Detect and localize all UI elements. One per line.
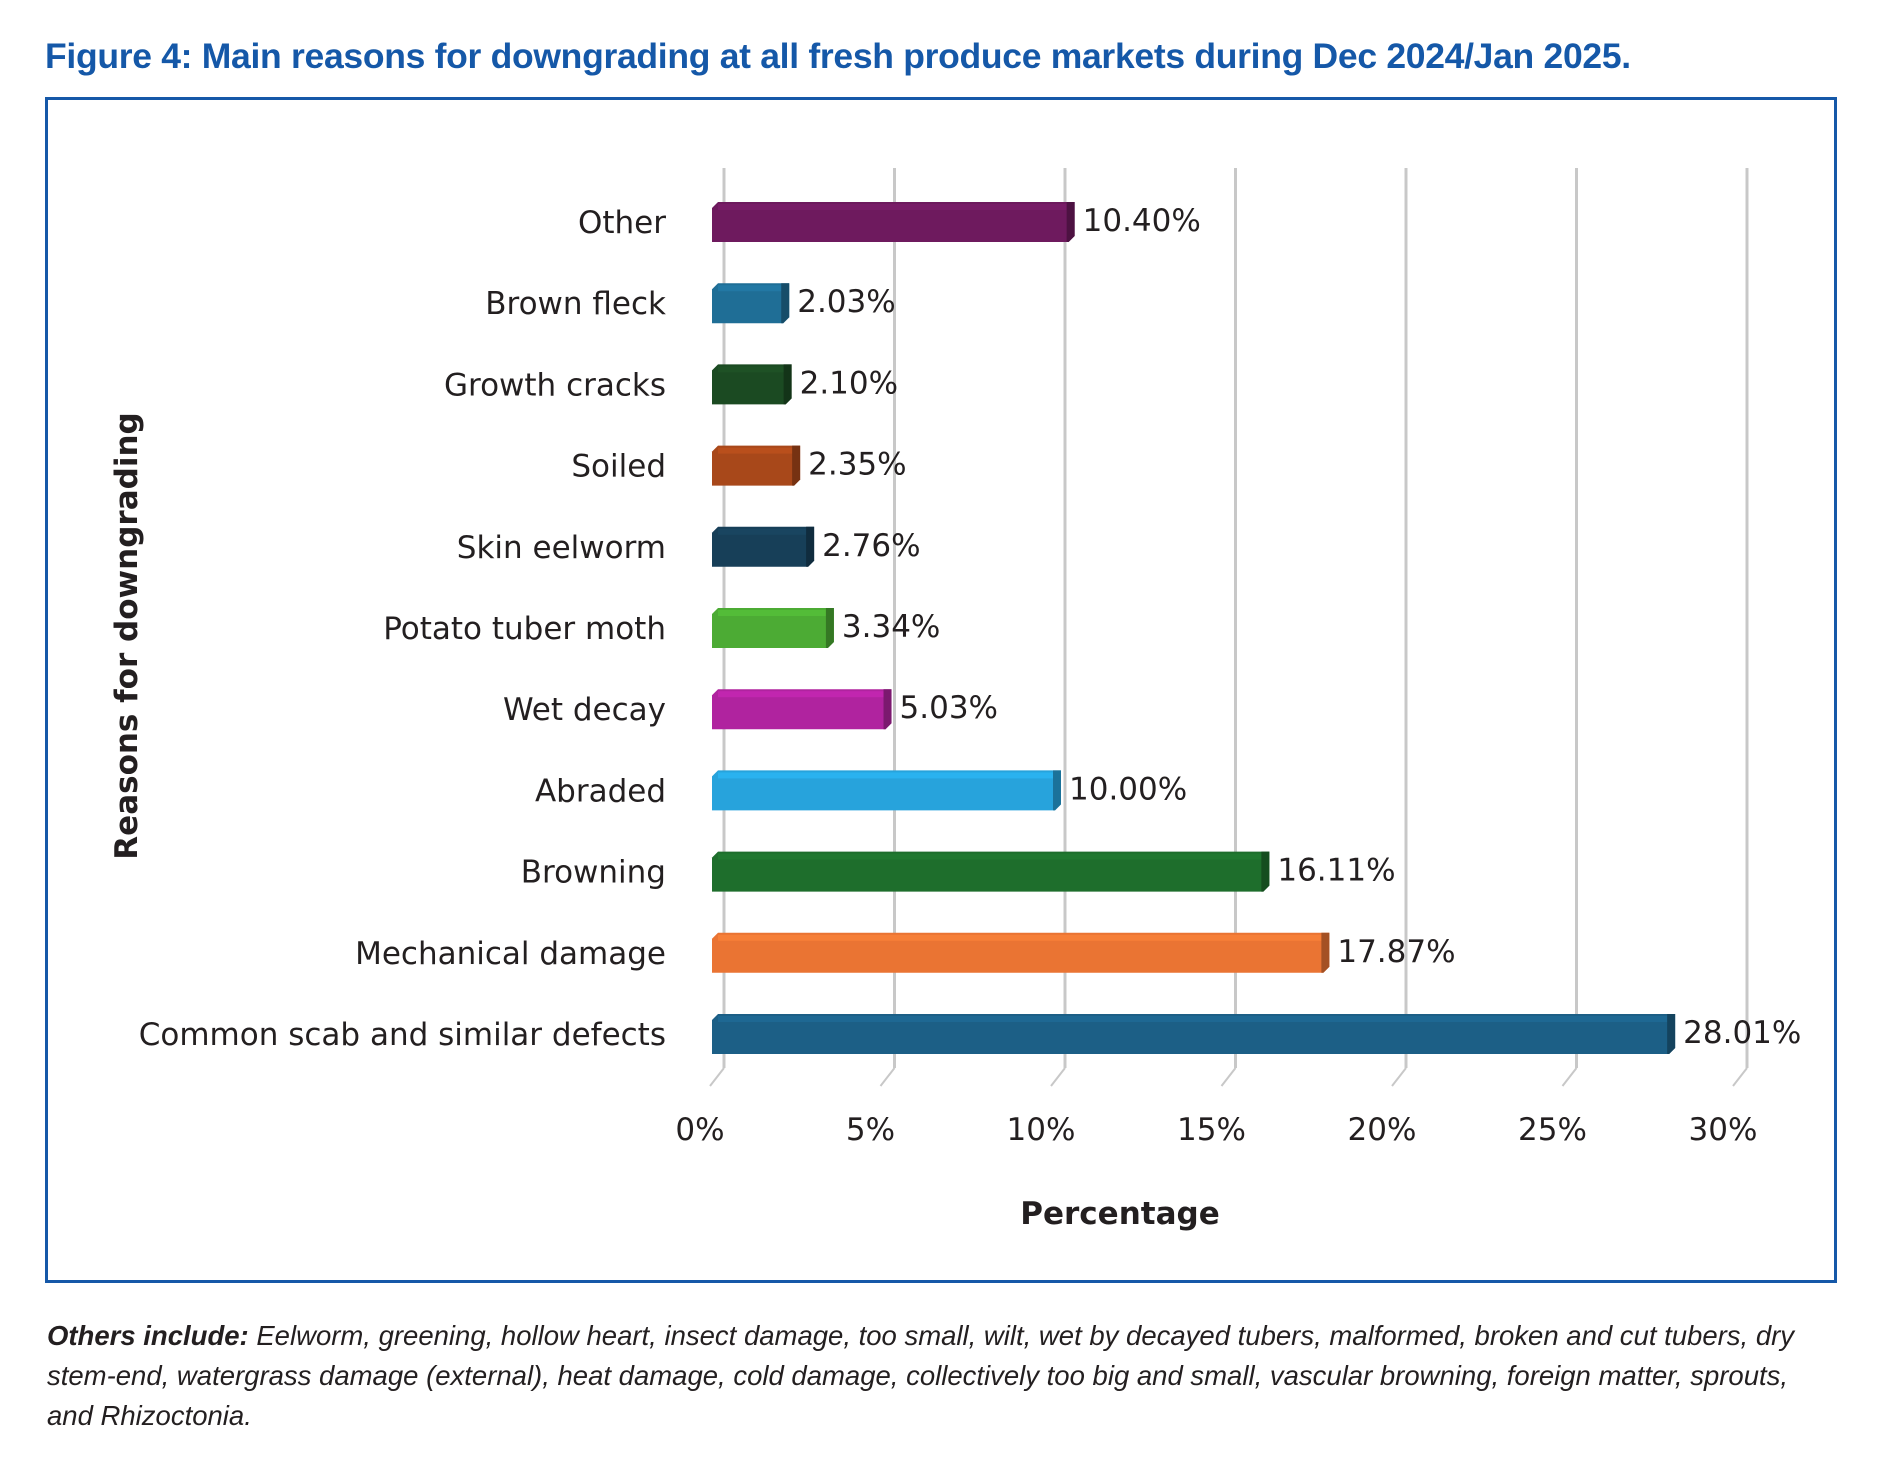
- gridline-foot: [709, 1067, 725, 1087]
- bar-face: [712, 689, 892, 730]
- x-tick-labels: 0% 5% 10% 15% 20% 25% 30%: [675, 1112, 1757, 1148]
- footnote-text: Eelworm, greening, hollow heart, insect …: [47, 1320, 1795, 1431]
- value-label: 16.11%: [1277, 853, 1395, 889]
- bar-end: [1321, 932, 1330, 973]
- value-label: 28.01%: [1683, 1015, 1801, 1051]
- bar-highlight: [718, 1016, 1672, 1022]
- bar-face: [712, 1014, 1676, 1054]
- bar-end: [825, 608, 834, 648]
- bar: [712, 202, 1075, 242]
- category-label: Growth cracks: [444, 367, 666, 403]
- x-tick-label: 0%: [675, 1112, 724, 1148]
- gridline-foot: [879, 1067, 896, 1087]
- bar-highlight: [718, 772, 1057, 779]
- bar-face: [712, 932, 1330, 973]
- y-axis-title: Reasons for downgrading: [109, 412, 145, 859]
- category-label: Skin eelworm: [457, 530, 666, 566]
- bar: [712, 689, 892, 730]
- value-label: 3.34%: [842, 609, 940, 645]
- footnote: Others include: Eelworm, greening, hollo…: [47, 1316, 1837, 1436]
- bar-face: [712, 202, 1075, 242]
- bar: [712, 445, 801, 486]
- category-label: Other: [578, 205, 666, 241]
- x-tick-label: 20%: [1348, 1112, 1417, 1148]
- bar-highlight: [718, 528, 811, 535]
- category-label: Potato tuber moth: [383, 611, 666, 647]
- chart-frame: [45, 97, 1837, 1283]
- bar-end: [1053, 770, 1061, 811]
- bar-highlight: [718, 610, 830, 616]
- bar-end: [883, 689, 892, 730]
- x-tick-label: 5%: [846, 1112, 895, 1148]
- bar-highlight: [718, 366, 788, 373]
- bar-end: [1667, 1014, 1676, 1054]
- bar-end: [783, 364, 792, 405]
- bar: [712, 283, 790, 324]
- category-label: Abraded: [535, 773, 666, 809]
- figure-title: Figure 4: Main reasons for downgrading a…: [45, 36, 1631, 76]
- bars: [712, 202, 1676, 1054]
- value-label: 2.10%: [800, 365, 898, 401]
- bar-end: [1066, 202, 1075, 242]
- bar: [712, 364, 792, 405]
- category-label: Mechanical damage: [355, 936, 666, 972]
- x-axis-title: Percentage: [1020, 1196, 1219, 1232]
- value-label: 2.03%: [797, 284, 895, 320]
- bar-end: [792, 445, 801, 486]
- value-label: 10.00%: [1069, 771, 1187, 807]
- x-tick-label: 15%: [1177, 1112, 1246, 1148]
- gridline-foot: [1050, 1067, 1066, 1087]
- value-label: 2.76%: [822, 528, 920, 564]
- gridline-foot: [1561, 1067, 1578, 1087]
- bar: [712, 526, 815, 567]
- bar-highlight: [718, 934, 1326, 941]
- category-label: Soiled: [571, 449, 666, 485]
- category-label: Browning: [521, 855, 666, 891]
- bar-highlight: [718, 447, 797, 454]
- bar-face: [712, 364, 792, 405]
- bar-face: [712, 608, 834, 648]
- bar: [712, 1014, 1676, 1054]
- gridline-foot: [1220, 1067, 1237, 1087]
- bar-face: [712, 526, 815, 567]
- bar-highlight: [718, 853, 1266, 860]
- bar-end: [806, 526, 815, 567]
- gridline-foot: [1732, 1067, 1748, 1087]
- category-label: Wet decay: [503, 692, 666, 728]
- bar-face: [712, 445, 801, 486]
- x-tick-label: 25%: [1518, 1112, 1587, 1148]
- bar: [712, 851, 1270, 892]
- value-label: 5.03%: [900, 690, 998, 726]
- x-tick-label: 10%: [1007, 1112, 1076, 1148]
- bar-face: [712, 851, 1270, 892]
- bar-face: [712, 283, 790, 324]
- value-labels: 10.40% 2.03% 2.10% 2.35% 2.76% 3.34% 5.03% 10.0…: [797, 203, 1801, 1051]
- bar: [712, 608, 834, 648]
- value-label: 17.87%: [1337, 934, 1455, 970]
- category-labels: Other Brown fleck Growth cracks Soiled Skin …: [139, 205, 666, 1053]
- bar-end: [781, 283, 790, 324]
- category-label: Brown fleck: [485, 286, 666, 322]
- gridline-foot: [1391, 1067, 1407, 1087]
- category-label: Common scab and similar defects: [139, 1017, 666, 1053]
- bar-face: [712, 770, 1061, 811]
- bar-highlight: [718, 691, 888, 698]
- bar-highlight: [718, 285, 786, 292]
- bar: [712, 932, 1330, 973]
- x-tick-label: 30%: [1689, 1112, 1758, 1148]
- value-label: 10.40%: [1083, 203, 1201, 239]
- bar-highlight: [718, 204, 1071, 210]
- bar: [712, 770, 1061, 811]
- footnote-lead: Others include:: [47, 1320, 249, 1351]
- bar-end: [1261, 851, 1270, 892]
- value-label: 2.35%: [808, 447, 906, 483]
